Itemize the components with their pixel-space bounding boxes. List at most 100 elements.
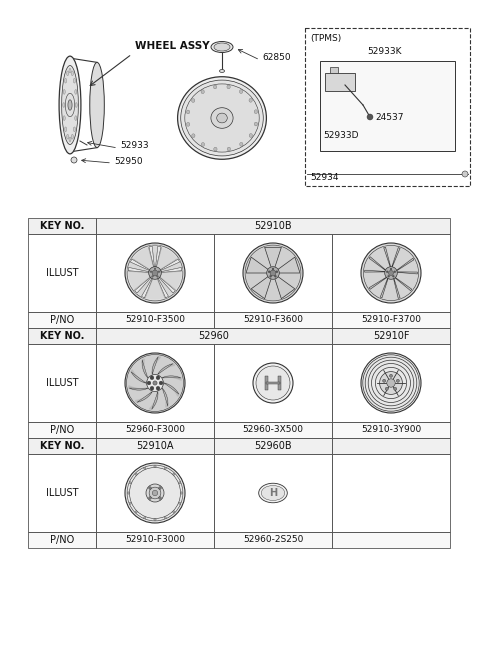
Polygon shape [131, 259, 150, 270]
Bar [214, 438, 332, 454]
Circle shape [388, 276, 390, 277]
Ellipse shape [211, 41, 233, 52]
Polygon shape [149, 392, 158, 409]
Circle shape [276, 271, 278, 273]
Bar [332, 532, 450, 548]
Ellipse shape [201, 90, 204, 94]
Bar [214, 532, 332, 548]
Circle shape [149, 487, 152, 489]
Circle shape [71, 157, 77, 163]
Ellipse shape [240, 90, 243, 94]
Circle shape [125, 353, 185, 413]
Circle shape [396, 379, 399, 382]
Text: 52960B: 52960B [254, 441, 292, 451]
Polygon shape [129, 386, 147, 390]
Circle shape [152, 276, 154, 277]
Bar [332, 532, 450, 548]
Ellipse shape [192, 134, 195, 138]
Circle shape [179, 502, 181, 504]
Circle shape [394, 387, 397, 390]
Circle shape [127, 354, 183, 411]
Circle shape [243, 243, 303, 303]
Text: WHEEL ASSY: WHEEL ASSY [135, 41, 210, 51]
Circle shape [180, 492, 183, 494]
Text: H: H [269, 488, 277, 498]
Polygon shape [251, 276, 272, 298]
Circle shape [245, 245, 301, 301]
Ellipse shape [69, 137, 71, 142]
Text: 52933D: 52933D [323, 131, 359, 140]
Bar [28, 532, 96, 548]
Polygon shape [142, 359, 148, 378]
Bar [28, 328, 96, 344]
Polygon shape [369, 277, 388, 289]
Ellipse shape [90, 62, 104, 148]
Bar [96, 454, 214, 532]
Bar [96, 454, 214, 532]
Polygon shape [152, 357, 160, 374]
Circle shape [144, 467, 146, 470]
Bar [96, 344, 214, 422]
Polygon shape [396, 258, 414, 272]
Circle shape [386, 271, 388, 273]
Ellipse shape [214, 43, 230, 51]
Bar [266, 382, 280, 384]
Circle shape [363, 245, 419, 300]
Bar [96, 344, 214, 422]
Ellipse shape [249, 98, 252, 102]
Bar [214, 422, 332, 438]
Ellipse shape [214, 85, 217, 89]
Circle shape [394, 271, 396, 273]
Polygon shape [142, 277, 153, 297]
Bar [96, 218, 450, 234]
Circle shape [129, 482, 132, 484]
Ellipse shape [178, 77, 266, 159]
Ellipse shape [185, 84, 259, 152]
Circle shape [156, 386, 160, 390]
Polygon shape [156, 246, 161, 267]
Circle shape [253, 363, 293, 403]
Polygon shape [161, 268, 182, 272]
Polygon shape [159, 277, 175, 293]
Bar [214, 234, 332, 312]
FancyBboxPatch shape [325, 73, 355, 91]
Circle shape [144, 516, 146, 519]
Bar [332, 438, 450, 454]
Polygon shape [131, 370, 146, 383]
Bar [332, 312, 450, 328]
Circle shape [146, 375, 163, 392]
Ellipse shape [72, 134, 73, 139]
Ellipse shape [67, 134, 69, 139]
Circle shape [272, 268, 274, 270]
Text: KEY NO.: KEY NO. [40, 221, 84, 231]
Ellipse shape [72, 71, 73, 75]
Circle shape [164, 516, 167, 519]
Polygon shape [129, 268, 150, 273]
Text: ILLUST: ILLUST [46, 488, 78, 498]
Polygon shape [134, 277, 151, 293]
Text: 52910-3Y900: 52910-3Y900 [361, 426, 421, 434]
Bar [96, 312, 214, 328]
Bar [96, 234, 214, 312]
Circle shape [150, 271, 152, 272]
Circle shape [150, 376, 154, 380]
Bar [332, 422, 450, 438]
Ellipse shape [186, 123, 190, 126]
Bar [28, 312, 96, 328]
Bar [28, 344, 96, 422]
Text: 52910F: 52910F [373, 331, 409, 341]
Text: 52910-F3000: 52910-F3000 [125, 535, 185, 544]
Text: ILLUST: ILLUST [46, 268, 78, 278]
Text: 52910-F3600: 52910-F3600 [243, 316, 303, 325]
Text: 52960-3X500: 52960-3X500 [242, 426, 303, 434]
Circle shape [153, 381, 157, 385]
Bar [332, 422, 450, 438]
Circle shape [384, 267, 397, 279]
Bar [28, 438, 96, 454]
Bar [96, 422, 214, 438]
Text: (TPMS): (TPMS) [310, 35, 341, 43]
Ellipse shape [254, 122, 258, 126]
Circle shape [135, 511, 137, 513]
Polygon shape [391, 247, 400, 268]
Polygon shape [164, 383, 179, 396]
